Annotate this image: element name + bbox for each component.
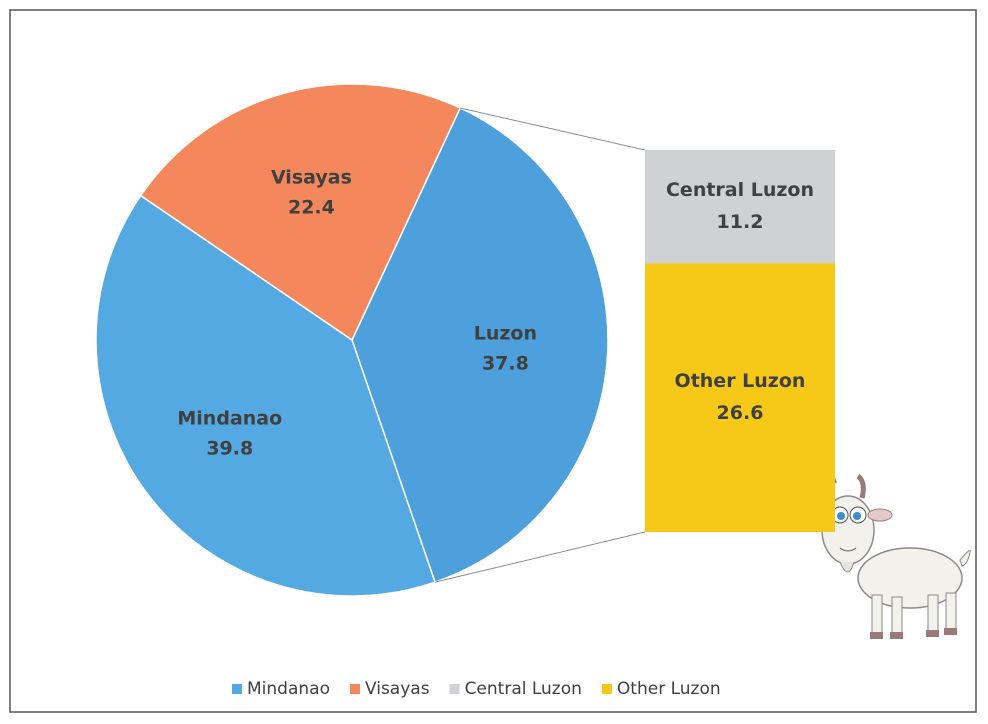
legend-label: Other Luzon (617, 679, 721, 699)
legend: Mindanao Visayas Central Luzon Other Luzon (232, 679, 721, 699)
slice-label: Luzon (474, 323, 537, 345)
legend-label: Visayas (365, 679, 430, 699)
slice-value: 22.4 (288, 196, 335, 218)
legend-label: Mindanao (247, 679, 330, 699)
bar-value: 26.6 (717, 402, 764, 424)
slice-value: 37.8 (482, 353, 529, 375)
bar-segment (645, 150, 835, 263)
legend-swatch (350, 684, 360, 694)
bar-label: Other Luzon (675, 370, 806, 392)
legend-label: Central Luzon (465, 679, 582, 699)
legend-swatch (232, 684, 242, 694)
slice-label: Visayas (271, 166, 352, 188)
chart: MindanaoVisayasCentral LuzonOther Luzon … (0, 0, 988, 724)
bar-value: 11.2 (717, 211, 764, 233)
legend-swatch (450, 684, 460, 694)
slice-value: 39.8 (206, 438, 253, 460)
bar-label: Central Luzon (666, 179, 814, 201)
slice-label: Mindanao (177, 408, 282, 430)
legend-swatch (602, 684, 612, 694)
bar-segment (645, 263, 835, 532)
